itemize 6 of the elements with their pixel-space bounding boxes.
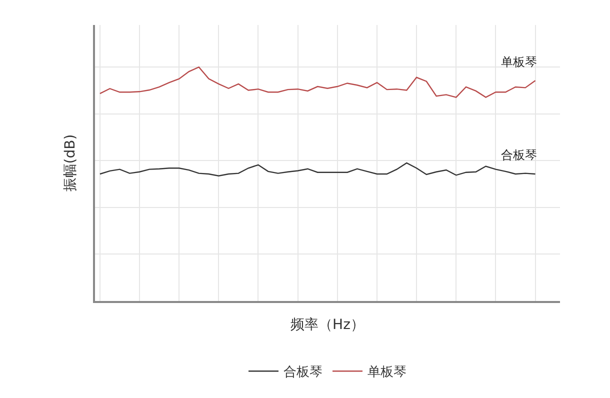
legend-label: 合板琴 (284, 365, 322, 380)
text: 单板琴 (501, 55, 537, 69)
x-axis-title: 频率（Hz） (290, 316, 364, 333)
y-axis-title: 振幅(dB) (62, 134, 78, 192)
legend-label: 单板琴 (368, 365, 406, 380)
text: 合板琴 (501, 148, 537, 162)
